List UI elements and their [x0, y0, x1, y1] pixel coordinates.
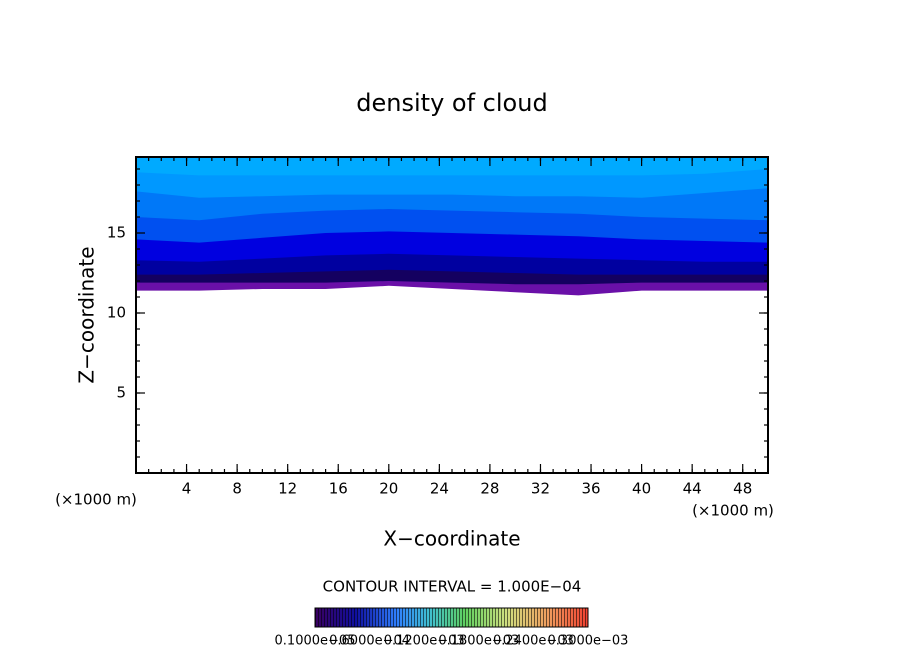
x-tick-label: 4	[182, 480, 192, 498]
colorbar-label: 0.1200e−03	[384, 634, 465, 649]
x-tick-label: 28	[480, 480, 499, 498]
y-unit: (×1000 m)	[55, 491, 137, 509]
colorbar-label: 0.1000e−05	[275, 634, 356, 649]
x-tick-label: 36	[581, 480, 600, 498]
y-tick-label: 15	[107, 224, 126, 242]
x-axis-label: X−coordinate	[383, 527, 520, 551]
x-tick-label: 8	[232, 480, 242, 498]
x-tick-label: 20	[379, 480, 398, 498]
x-tick-label: 48	[733, 480, 752, 498]
chart-title: density of cloud	[356, 89, 547, 117]
x-tick-label: 12	[278, 480, 297, 498]
colorbar-stripes	[314, 607, 589, 628]
x-tick-label: 16	[329, 480, 348, 498]
annotation: CONTOUR INTERVAL = 1.000E−04	[323, 578, 582, 596]
colorbar-label: 0.1800e−03	[438, 634, 519, 649]
colorbar-label: 0.2400e−03	[493, 634, 574, 649]
x-tick-label: 44	[683, 480, 702, 498]
x-tick-label: 24	[430, 480, 449, 498]
x-tick-label: 32	[531, 480, 550, 498]
colorbar-label: 0.6000e−04	[329, 634, 410, 649]
y-tick-label: 10	[107, 304, 126, 322]
colorbar-label: 0.3000e−03	[548, 634, 629, 649]
contour-band	[136, 157, 768, 176]
y-tick-label: 5	[116, 384, 126, 402]
x-tick-label: 40	[632, 480, 651, 498]
y-axis-label: Z−coordinate	[75, 246, 99, 383]
x-unit: (×1000 m)	[692, 502, 774, 520]
